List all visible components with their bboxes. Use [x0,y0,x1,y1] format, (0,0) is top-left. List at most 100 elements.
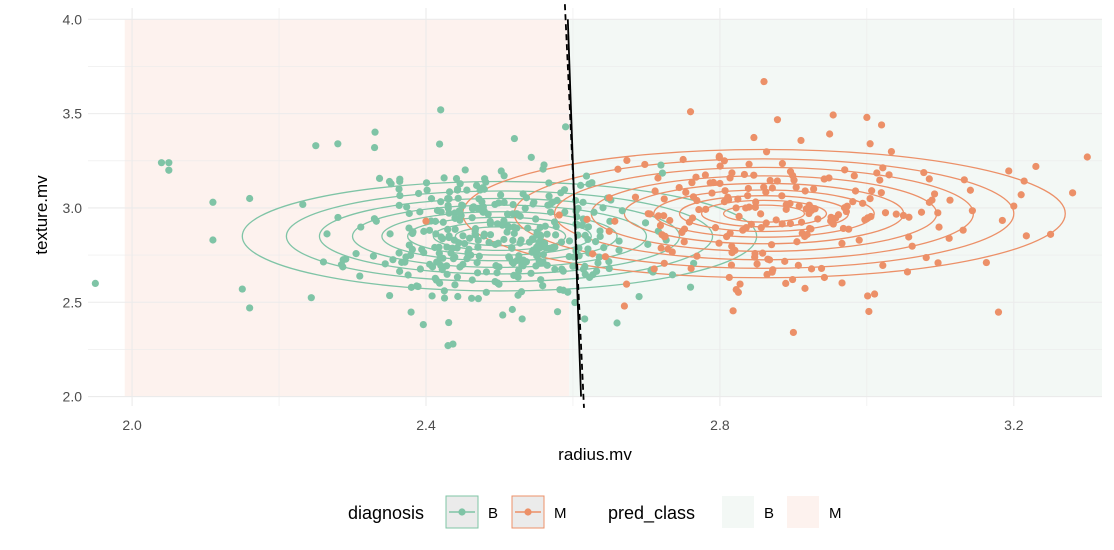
point-m [422,217,430,225]
point-m [657,244,665,252]
point-m [751,203,759,211]
point-m [867,212,875,221]
point-b [404,271,412,279]
point-m [876,176,884,184]
point-b [425,226,434,234]
point-b [545,192,553,200]
point-b [484,210,492,218]
point-m [905,213,913,221]
point-b [357,223,365,231]
point-m [826,130,834,138]
point-m [692,173,700,181]
point-m [747,220,755,228]
point-b [426,260,434,268]
y-tick-label: 2.5 [63,294,83,310]
point-b [463,255,471,263]
point-m [934,209,942,217]
point-m [1083,153,1091,161]
point-m [751,253,759,261]
point-m [680,238,688,246]
point-b [522,258,531,266]
point-m [766,176,774,185]
point-m [721,187,729,195]
point-m [762,219,770,227]
point-b [474,243,482,251]
point-m [868,187,876,195]
point-m [778,192,786,200]
point-m [778,159,786,168]
point-b [510,229,518,238]
point-m [908,242,916,250]
point-m [968,207,976,215]
point-m [651,187,659,195]
point-b [615,246,623,254]
point-b [613,319,621,327]
point-b [473,269,482,277]
point-b [581,231,589,239]
point-m [870,290,879,298]
point-b [559,286,567,294]
point-m [688,179,696,187]
point-b [590,208,598,216]
point-b [337,261,346,269]
point-m [588,250,597,258]
point-m [750,171,758,179]
point-b [307,294,315,302]
point-b [444,194,452,203]
point-b [536,257,544,265]
point-b [443,262,451,270]
point-m [678,228,686,237]
point-b [473,259,481,267]
point-b [157,159,166,167]
point-b [423,186,431,194]
point-b [435,140,444,148]
point-m [757,210,765,218]
point-m [1020,177,1028,185]
point-b [396,191,404,200]
point-b [578,221,586,229]
point-b [427,195,436,203]
point-b [485,238,493,247]
point-b [471,225,480,233]
point-m [716,179,724,188]
point-b [491,277,499,286]
point-b [437,106,445,114]
decision-boundary-dashed [563,4,585,408]
point-b [593,267,601,275]
point-m [855,236,863,244]
point-m [839,224,847,233]
point-m [899,211,908,220]
point-b [499,311,507,319]
contour-b [241,180,758,292]
y-axis-title: texture.mv [32,175,51,255]
point-m [611,217,619,225]
point-m [945,234,953,242]
point-b [562,123,570,131]
decision-boundary [563,4,585,408]
point-b [465,234,474,242]
point-b [541,239,549,247]
point-b [500,198,508,206]
point-m [781,257,789,265]
point-b [533,243,541,251]
point-b [395,201,403,209]
point-m [885,171,893,179]
y-tick-label: 3.5 [63,106,83,122]
point-m [801,187,809,195]
point-m [732,204,740,212]
point-b [533,231,541,239]
point-b [468,294,476,302]
point-b [369,252,378,260]
point-m [715,239,723,247]
point-m [850,172,858,180]
point-m [752,198,760,206]
point-m [745,160,753,168]
point-b [371,128,379,136]
point-b [618,207,626,215]
point-m [622,280,631,288]
point-m [620,302,628,310]
point-b [432,230,440,238]
point-b [500,217,508,225]
point-b [445,188,454,196]
point-b [435,243,443,251]
